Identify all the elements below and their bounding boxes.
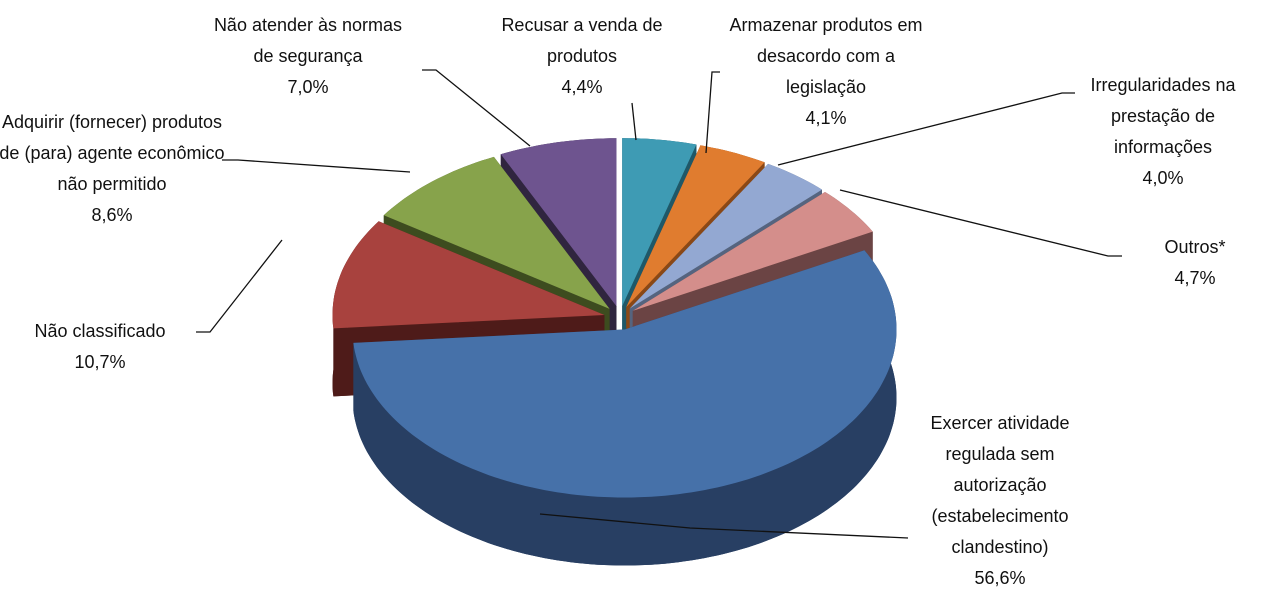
value-label: 8,6% xyxy=(91,205,133,225)
slice xyxy=(622,138,697,307)
category-label: Não atender às normas de segurança xyxy=(213,15,403,66)
slice xyxy=(383,156,610,309)
leader-line xyxy=(777,92,1075,166)
leader-line xyxy=(705,71,720,154)
category-label: Exercer atividade regulada sem autorizaç… xyxy=(930,413,1070,557)
slice-label: Armazenar produtos em desacordo com a le… xyxy=(726,10,926,134)
slice-label: Outros* 4,7% xyxy=(1135,232,1255,294)
value-label: 56,6% xyxy=(974,568,1026,588)
value-label: 4,1% xyxy=(805,108,847,128)
slice xyxy=(629,163,822,309)
slice xyxy=(632,192,873,311)
leader-line xyxy=(839,189,1122,257)
category-label: Irregularidades na prestação de informaç… xyxy=(1090,75,1236,157)
category-label: Outros* xyxy=(1164,237,1226,257)
leader-line xyxy=(196,239,283,333)
leader-line xyxy=(222,159,411,173)
value-label: 4,0% xyxy=(1142,168,1184,188)
slice-label: Irregularidades na prestação de informaç… xyxy=(1073,70,1253,194)
leader-line xyxy=(422,69,531,147)
category-label: Recusar a venda de produtos xyxy=(501,15,663,66)
slice-label: Não classificado 10,7% xyxy=(0,316,200,378)
leader-line xyxy=(631,102,637,141)
value-label: 7,0% xyxy=(287,77,329,97)
slice-label: Adquirir (fornecer) produtos de (para) a… xyxy=(0,107,227,231)
category-label: Adquirir (fornecer) produtos de (para) a… xyxy=(0,112,225,194)
slice xyxy=(500,138,617,307)
value-label: 4,7% xyxy=(1174,268,1216,288)
slice xyxy=(332,221,605,329)
slice-label: Não atender às normas de segurança 7,0% xyxy=(203,10,413,103)
category-label: Não classificado xyxy=(34,321,166,341)
value-label: 10,7% xyxy=(74,352,126,372)
leader-line xyxy=(539,513,909,539)
category-label: Armazenar produtos em desacordo com a le… xyxy=(729,15,923,97)
slice-label: Exercer atividade regulada sem autorizaç… xyxy=(900,408,1100,594)
slice-side xyxy=(353,250,897,566)
slice xyxy=(626,145,765,307)
slice xyxy=(353,250,897,498)
slice-label: Recusar a venda de produtos 4,4% xyxy=(467,10,697,103)
value-label: 4,4% xyxy=(561,77,603,97)
